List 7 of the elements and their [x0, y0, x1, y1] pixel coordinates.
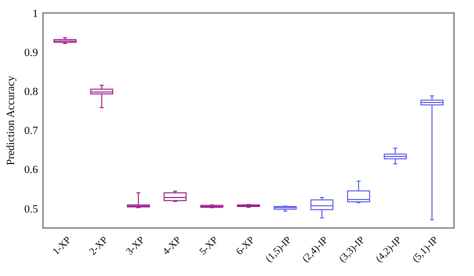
y-axis-title: Prediction Accuracy [4, 75, 17, 166]
y-tick-label: 1 [32, 8, 38, 20]
y-tick-label: 0.6 [24, 164, 38, 176]
y-tick-label: 0.9 [24, 46, 38, 59]
y-tick-label: 0.7 [24, 125, 38, 138]
y-tick-label: 0.8 [24, 86, 38, 98]
y-tick-label: 0.5 [24, 203, 38, 216]
